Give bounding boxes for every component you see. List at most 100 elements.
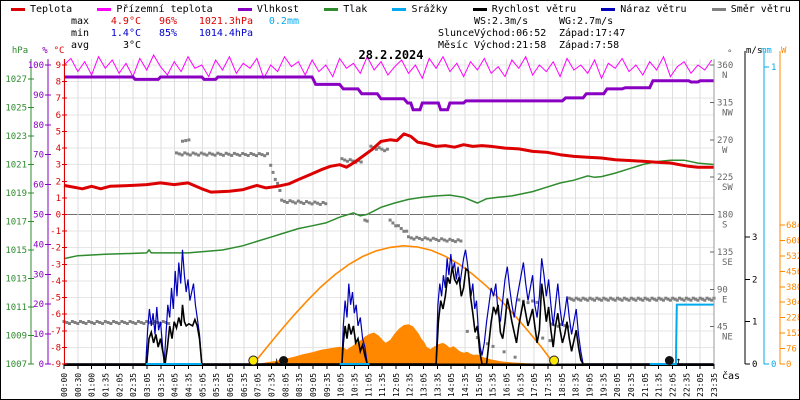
legend-label: Přízemní teplota [116,4,213,15]
series-rychlost-vetru [64,266,714,365]
grid [63,59,715,365]
legend-label: Srážky [411,4,448,15]
svg-text:08:05: 08:05 [281,373,290,397]
svg-text:10:35: 10:35 [350,373,359,397]
avg-temp: 3°C [122,40,141,51]
legend-item-rychlost-vetru: Rychlost větru [472,4,577,15]
svg-text:SW: SW [722,183,733,193]
smer-vetru-line-icon [711,8,726,11]
axis-radiation: 0 76 152 228 304 380 456 532 608 684 W [779,46,799,370]
sun-label: Slunce [438,28,475,39]
chart-date-title: 28.2.2024 [358,48,424,62]
svg-text:1025: 1025 [5,104,27,114]
legend-label: Rychlost větru [491,4,577,15]
legend-item-prizemni-teplota: Přízemní teplota [97,4,213,15]
svg-text:15:05: 15:05 [475,373,484,397]
legend-item-srazky: Srážky [392,4,448,15]
svg-text:09:35: 09:35 [323,373,332,397]
svg-text:20: 20 [33,300,44,310]
series-naraz-vetru [64,249,714,365]
svg-text:05:05: 05:05 [198,373,207,397]
svg-text:°C: °C [54,46,65,56]
svg-text:3: 3 [56,161,61,171]
svg-text:02:05: 02:05 [115,373,124,397]
svg-text:03:35: 03:35 [157,373,166,397]
legend-label: Teplota [30,4,73,15]
svg-text:15:35: 15:35 [489,373,498,397]
svg-text:14:35: 14:35 [461,373,470,397]
svg-text:11:35: 11:35 [378,373,387,397]
svg-text:10:05: 10:05 [337,373,346,397]
svg-text:315: 315 [717,98,733,108]
max-label: max [71,16,90,27]
min-temp: 1.4°C [110,28,141,39]
series-vlhkost [64,75,714,112]
svg-text:-7: -7 [50,327,61,337]
svg-text:05:35: 05:35 [212,373,221,397]
max-rain: 0.2mm [268,16,299,27]
svg-text:N: N [722,71,727,81]
svg-text:-5: -5 [50,294,61,304]
svg-text:12:05: 12:05 [392,373,401,397]
svg-text:2: 2 [56,177,61,187]
legend-item-teplota: Teplota [11,4,72,15]
svg-text:2: 2 [752,275,757,285]
sunrise-icon [248,355,259,366]
prizemni-teplota-line-icon [97,8,112,11]
svg-text:07:05: 07:05 [254,373,263,397]
svg-text:90: 90 [717,285,728,295]
svg-text:04:05: 04:05 [171,373,180,397]
axis-temperature: -9 -8 -7 -6 -5 -4 -3 -2 -1 0 1 2 3 4 5 6 7 8 9 °C [50,46,67,370]
svg-text:04:35: 04:35 [185,373,194,397]
svg-text:152: 152 [786,329,799,339]
svg-text:1009: 1009 [5,332,27,342]
series-srazky [145,303,714,365]
svg-text:1: 1 [752,318,757,328]
wind-astro-summary: WS:2.3m/s WG:2.7m/s Slunce Východ:06:52 … [438,16,654,52]
min-pressure: 1014.4hPa [198,28,253,39]
series-teplota [63,132,714,194]
avg-label: avg [71,40,90,51]
svg-text:5: 5 [56,127,61,137]
svg-text:360: 360 [717,61,733,71]
svg-text:456: 456 [786,267,799,277]
svg-text:1: 1 [771,63,776,73]
svg-text:08:35: 08:35 [295,373,304,397]
max-temp: 4.9°C [110,16,141,27]
vlhkost-line-icon [237,8,252,11]
svg-text:6: 6 [56,111,61,121]
svg-text:50: 50 [33,211,44,221]
svg-text:-3: -3 [50,260,61,270]
svg-text:0: 0 [786,360,791,370]
svg-text:-8: -8 [50,343,61,353]
moon-row: Měsíc Východ:21:58 Západ:7:58 [438,40,654,52]
series-prizemni-teplota [63,53,713,80]
svg-text:8: 8 [56,78,61,88]
svg-text:1021: 1021 [5,161,27,171]
svg-text:18:35: 18:35 [572,373,581,397]
series-radiace [259,324,561,364]
svg-text:1011: 1011 [5,303,27,313]
svg-text:m/s: m/s [746,46,762,56]
svg-text:90: 90 [33,91,44,101]
svg-text:-1: -1 [50,227,61,237]
svg-text:-6: -6 [50,310,61,320]
legend-label: Náraz větru [620,4,687,15]
moon-label: Měsíc [438,40,469,51]
svg-text:180: 180 [717,211,733,221]
svg-text:70: 70 [33,151,44,161]
svg-text:135: 135 [717,248,733,258]
svg-text:21:35: 21:35 [655,373,664,397]
svg-text:%: % [42,46,48,56]
svg-text:608: 608 [786,237,799,247]
sunset-time: Západ:17:47 [559,28,626,39]
axis-humidity: 0 10 20 30 40 50 60 70 80 90 100% [28,46,51,370]
svg-text:03:05: 03:05 [143,373,152,397]
svg-text:270: 270 [717,136,733,146]
naraz-vetru-line-icon [601,8,616,11]
svg-text:684: 684 [786,221,799,231]
sun-row: Slunce Východ:06:52 Západ:17:47 [438,28,654,40]
svg-text:17:35: 17:35 [544,373,553,397]
svg-text:1023: 1023 [5,132,27,142]
